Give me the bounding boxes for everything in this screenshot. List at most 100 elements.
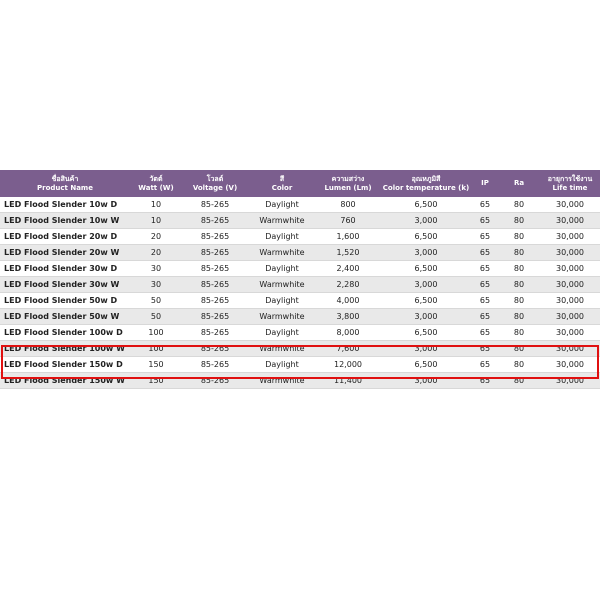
table-cell: 85-265	[182, 292, 248, 309]
table-cell: 85-265	[182, 356, 248, 373]
table-cell: 85-265	[182, 308, 248, 325]
column-header: IP	[472, 170, 498, 197]
table-cell: 150	[130, 356, 182, 373]
header-english: Watt (W)	[138, 183, 174, 192]
table-row: LED Flood Slender 30w D 30 85-265 Daylight 2…	[0, 260, 600, 277]
table-row: LED Flood Slender 50w D 50 85-265 Daylight 4…	[0, 292, 600, 309]
table-cell: Warmwhite	[248, 308, 316, 325]
table-cell: 65	[472, 212, 498, 229]
table-cell: Daylight	[248, 324, 316, 341]
table-cell: 30,000	[540, 324, 600, 341]
table-cell: 3,000	[380, 244, 472, 261]
header-thai: อุณหภูมิสี	[411, 174, 441, 183]
header-thai: วัตต์	[149, 174, 163, 183]
table-cell: 30,000	[540, 276, 600, 293]
header-thai: อายุการใช้งาน	[547, 174, 593, 183]
table-cell: LED Flood Slender 20w W	[0, 244, 130, 261]
table-cell: 6,500	[380, 260, 472, 277]
table-row: LED Flood Slender 100w D 100 85-265 Dayligh…	[0, 324, 600, 341]
table-cell: 2,280	[316, 276, 380, 293]
table-cell: 80	[498, 292, 540, 309]
table-cell: 85-265	[182, 197, 248, 213]
table-cell: 80	[498, 324, 540, 341]
table-cell: 3,000	[380, 340, 472, 357]
column-header: Ra	[498, 170, 540, 197]
table-cell: 85-265	[182, 244, 248, 261]
table-cell: 1,520	[316, 244, 380, 261]
table-cell: 85-265	[182, 228, 248, 245]
table-cell: 85-265	[182, 372, 248, 389]
header-english: Voltage (V)	[192, 183, 238, 192]
header-thai: ความสว่าง	[331, 174, 365, 183]
header-thai: ชื่อสินค้า	[51, 174, 79, 183]
table-cell: 65	[472, 197, 498, 213]
table-cell: 80	[498, 276, 540, 293]
header-thai: โวลต์	[206, 174, 224, 183]
table-cell: 6,500	[380, 356, 472, 373]
table-cell: 30,000	[540, 356, 600, 373]
table-cell: 3,800	[316, 308, 380, 325]
table-row: LED Flood Slender 10w W 10 85-265 Warmwhite…	[0, 212, 600, 229]
table-cell: 6,500	[380, 324, 472, 341]
table-cell: 3,000	[380, 212, 472, 229]
column-header: อุณหภูมิสี Color temperature (k)	[380, 170, 472, 197]
table-cell: 65	[472, 356, 498, 373]
table-cell: 30,000	[540, 228, 600, 245]
table-cell: 85-265	[182, 324, 248, 341]
table-cell: 80	[498, 197, 540, 213]
table-cell: 30,000	[540, 212, 600, 229]
table-cell: Daylight	[248, 228, 316, 245]
table-cell: 20	[130, 244, 182, 261]
table-cell: Daylight	[248, 356, 316, 373]
table-cell: 65	[472, 372, 498, 389]
table-cell: 85-265	[182, 340, 248, 357]
table-cell: 12,000	[316, 356, 380, 373]
table-cell: 80	[498, 308, 540, 325]
table-cell: LED Flood Slender 30w D	[0, 260, 130, 277]
table-cell: 760	[316, 212, 380, 229]
table-cell: 100	[130, 340, 182, 357]
table-cell: 30,000	[540, 197, 600, 213]
table-cell: 4,000	[316, 292, 380, 309]
table-cell: 80	[498, 260, 540, 277]
header-english: Ra	[513, 179, 525, 187]
table-cell: 85-265	[182, 212, 248, 229]
header-english: Color	[271, 183, 293, 192]
table-cell: 85-265	[182, 260, 248, 277]
table-cell: LED Flood Slender 10w D	[0, 197, 130, 213]
table-cell: 150	[130, 372, 182, 389]
table-cell: 100	[130, 324, 182, 341]
table-row: LED Flood Slender 50w W 50 85-265 Warmwhite…	[0, 308, 600, 325]
table-cell: 30,000	[540, 244, 600, 261]
table-cell: 30,000	[540, 308, 600, 325]
table-row: LED Flood Slender 10w D 10 85-265 Daylight 8…	[0, 197, 600, 213]
table-cell: LED Flood Slender 50w D	[0, 292, 130, 309]
column-header: อายุการใช้งาน Life time	[540, 170, 600, 197]
table-row: LED Flood Slender 150w D 150 85-265 Dayligh…	[0, 356, 600, 373]
table-cell: 80	[498, 212, 540, 229]
table-row: LED Flood Slender 20w D 20 85-265 Daylight 1…	[0, 228, 600, 245]
highlight-box	[1, 345, 599, 379]
table-cell: 65	[472, 308, 498, 325]
table-cell: 10	[130, 212, 182, 229]
table-cell: 65	[472, 292, 498, 309]
table-row: LED Flood Slender 20w W 20 85-265 Warmwhite…	[0, 244, 600, 261]
header-english: Life time	[552, 183, 588, 192]
table-cell: 65	[472, 324, 498, 341]
table-cell: 65	[472, 340, 498, 357]
table-cell: 65	[472, 276, 498, 293]
table-cell: LED Flood Slender 30w W	[0, 276, 130, 293]
table-cell: LED Flood Slender 50w W	[0, 308, 130, 325]
table-cell: 30	[130, 260, 182, 277]
table-cell: 8,000	[316, 324, 380, 341]
table-cell: 30,000	[540, 292, 600, 309]
column-header: โวลต์ Voltage (V)	[182, 170, 248, 197]
table-cell: 30,000	[540, 340, 600, 357]
table-cell: 30,000	[540, 260, 600, 277]
header-english: Lumen (Lm)	[324, 183, 372, 192]
table-cell: 2,400	[316, 260, 380, 277]
table-cell: 80	[498, 228, 540, 245]
table-cell: 50	[130, 308, 182, 325]
table-cell: 80	[498, 244, 540, 261]
table-cell: Warmwhite	[248, 340, 316, 357]
